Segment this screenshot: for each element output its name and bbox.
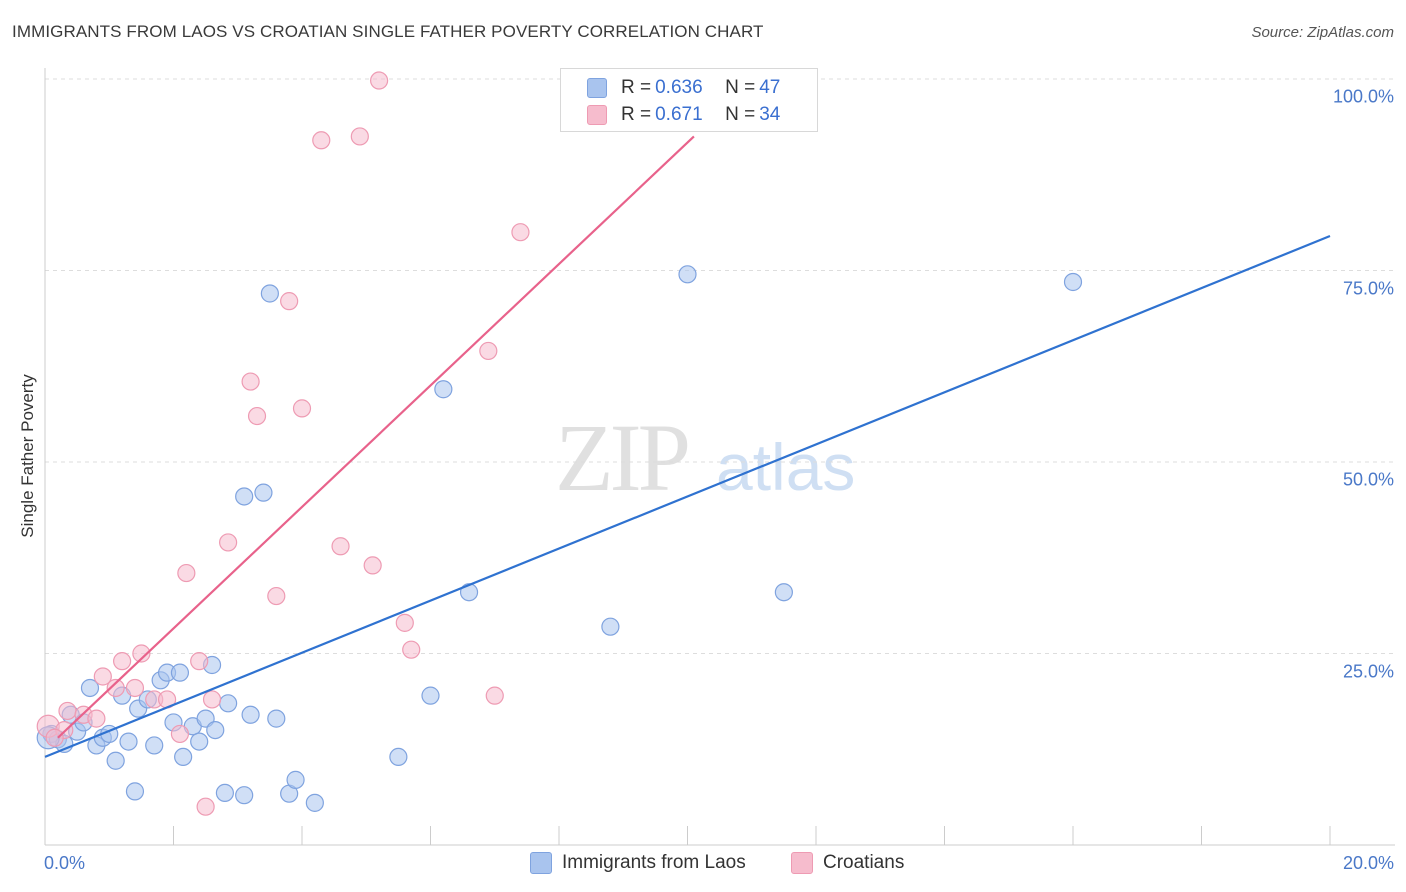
laos-point bbox=[219, 694, 238, 713]
laos-legend-swatch bbox=[530, 852, 552, 874]
laos-point bbox=[119, 732, 138, 751]
laos-point bbox=[174, 747, 193, 767]
laos-point bbox=[601, 617, 620, 636]
croatians-legend-swatch bbox=[791, 852, 813, 874]
correlation-legend: R = 0.636 N = 47 R = 0.671 N = 34 bbox=[560, 68, 818, 132]
laos-swatch bbox=[587, 78, 607, 98]
croatians-point bbox=[106, 678, 125, 698]
laos-point bbox=[1063, 272, 1083, 292]
croatians-point bbox=[87, 709, 106, 728]
y-axis-label: Single Father Poverty bbox=[18, 374, 37, 538]
laos-point bbox=[267, 709, 286, 728]
laos-point bbox=[254, 483, 273, 502]
legend-label-croatians: Croatians bbox=[823, 852, 905, 873]
croatians-point bbox=[363, 556, 382, 575]
laos-point bbox=[206, 720, 225, 740]
croatians-point bbox=[511, 223, 530, 242]
laos-point bbox=[434, 380, 453, 399]
laos-point bbox=[241, 705, 260, 724]
laos-point bbox=[678, 265, 697, 284]
r-value: 0.636 bbox=[655, 77, 703, 98]
n-value: 34 bbox=[759, 104, 781, 125]
croatians-point bbox=[132, 644, 151, 663]
croatians-point bbox=[170, 724, 190, 744]
laos-point bbox=[170, 663, 190, 682]
croatians-point bbox=[196, 797, 215, 816]
y-tick-label: 25.0% bbox=[1342, 661, 1394, 681]
laos-point bbox=[145, 736, 164, 755]
croatians-point bbox=[479, 341, 498, 361]
source-label: Source: ZipAtlas.com bbox=[1251, 24, 1394, 41]
croatians-point bbox=[190, 652, 209, 671]
chart-title: IMMIGRANTS FROM LAOS VS CROATIAN SINGLE … bbox=[12, 22, 764, 41]
watermark-atlas: atlas bbox=[716, 430, 855, 504]
croatians-point bbox=[45, 728, 64, 747]
croatians-point bbox=[125, 678, 145, 698]
croatians-point bbox=[350, 127, 369, 146]
x-tick-label-min: 0.0% bbox=[44, 853, 86, 873]
laos-point bbox=[125, 782, 145, 801]
croatians-point bbox=[93, 667, 112, 686]
croatians-point bbox=[267, 586, 286, 606]
laos-trend-line bbox=[44, 235, 1331, 758]
laos-point bbox=[459, 583, 479, 602]
croatians-point bbox=[219, 533, 238, 552]
y-tick-label: 50.0% bbox=[1342, 469, 1394, 490]
legend-label-laos: Immigrants from Laos bbox=[562, 852, 746, 873]
legend-row-laos: R = 0.636 N = 47 bbox=[587, 75, 780, 101]
series-legend: Immigrants from Laos Croatians bbox=[0, 852, 1406, 878]
n-value: 47 bbox=[759, 77, 781, 98]
croatians-point bbox=[331, 537, 350, 556]
croatians-swatch bbox=[587, 105, 607, 125]
y-tick-label: 75.0% bbox=[1342, 278, 1394, 298]
laos-point bbox=[421, 686, 440, 705]
croatians-point bbox=[241, 372, 260, 391]
croatians-point bbox=[395, 613, 414, 632]
croatians-point bbox=[58, 701, 77, 721]
n-label: N = bbox=[725, 77, 756, 98]
r-label: R = bbox=[621, 77, 652, 98]
croatians-point bbox=[312, 131, 331, 150]
laos-point bbox=[286, 770, 305, 789]
legend-item-laos: Immigrants from Laos bbox=[530, 852, 746, 874]
laos-point bbox=[106, 751, 125, 770]
r-label: R = bbox=[621, 104, 652, 125]
laos-point bbox=[260, 284, 279, 303]
croatians-point bbox=[485, 686, 504, 705]
croatians-point bbox=[402, 640, 421, 659]
laos-point bbox=[235, 786, 254, 805]
croatians-point bbox=[292, 399, 312, 418]
croatians-point bbox=[247, 406, 267, 426]
legend-item-croatians: Croatians bbox=[791, 852, 904, 874]
croatians-trend-line bbox=[57, 135, 695, 739]
croatians-point bbox=[112, 652, 132, 671]
croatians-point bbox=[370, 71, 389, 90]
watermark-zip: ZIP bbox=[555, 404, 688, 511]
n-label: N = bbox=[725, 104, 756, 125]
laos-point bbox=[305, 793, 324, 812]
laos-point bbox=[774, 583, 793, 602]
y-tick-label: 100.0% bbox=[1332, 86, 1394, 107]
croatians-point bbox=[202, 690, 222, 709]
croatians-point bbox=[280, 292, 299, 311]
r-value: 0.671 bbox=[655, 104, 703, 125]
x-tick-label-max: 20.0% bbox=[1342, 853, 1394, 873]
laos-point bbox=[215, 783, 234, 803]
laos-point bbox=[190, 732, 209, 751]
legend-row-croatians: R = 0.671 N = 34 bbox=[587, 102, 780, 128]
laos-point bbox=[80, 678, 100, 698]
laos-point bbox=[235, 487, 254, 506]
croatians-point bbox=[177, 563, 196, 583]
laos-point bbox=[389, 747, 408, 767]
